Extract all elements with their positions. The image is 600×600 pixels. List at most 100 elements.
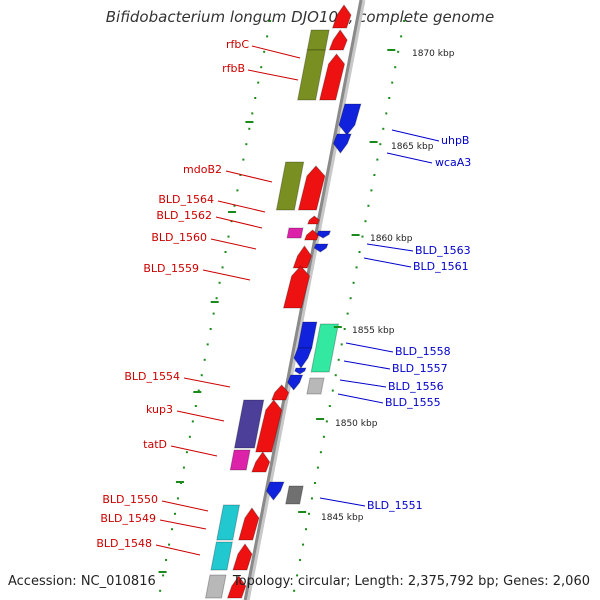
scale-label-1855: 1855 kbp (352, 326, 395, 336)
tick-dot-right (320, 451, 322, 453)
leader-wcaA3 (387, 153, 432, 163)
gene-label-BLD_1556[interactable]: BLD_1556 (388, 380, 444, 393)
tick-dot-left (177, 497, 179, 499)
gene-BLD_1557 (294, 348, 312, 368)
leader-rfbB (248, 70, 298, 80)
tick-dot-left (162, 574, 164, 576)
gene-bottom-gray (206, 575, 226, 598)
gene-mdoB2-olive (276, 162, 303, 210)
tick-dot-left (225, 251, 227, 253)
leader-rfbC (252, 46, 300, 58)
leader-tatD (171, 446, 217, 456)
tick-dot-right (394, 66, 396, 68)
gene-label-BLD_1551[interactable]: BLD_1551 (367, 499, 423, 512)
gene-BLD_1562-magenta (287, 228, 303, 238)
gene-label-BLD_1561[interactable]: BLD_1561 (413, 260, 469, 273)
leader-BLD_1555 (338, 394, 383, 403)
scale-label-1845: 1845 kbp (321, 513, 364, 523)
tick-dot-left (195, 405, 197, 407)
leader-uhpB (392, 130, 439, 141)
tick-dot-right (373, 174, 375, 176)
tick-dot-left (254, 97, 256, 99)
tick-dot-left (207, 343, 209, 345)
tick-dot-right (305, 528, 307, 530)
tick-dot-right (359, 251, 361, 253)
leader-BLD_1559 (203, 270, 250, 280)
leader-BLD_1550 (162, 501, 208, 511)
gene-tatD-magenta (230, 450, 250, 470)
gene-label-BLD_1555[interactable]: BLD_1555 (385, 396, 441, 409)
gene-top-red (333, 5, 351, 28)
tick-dot-right (403, 20, 405, 22)
gene-label-kup3[interactable]: kup3 (146, 403, 173, 416)
gene-BLD_1560 (293, 246, 311, 268)
tick-dot-right (376, 159, 378, 161)
tick-dot-right (326, 420, 328, 422)
gene-label-wcaA3[interactable]: wcaA3 (435, 156, 471, 169)
gene-BLD_1548-cyan (211, 542, 232, 570)
leader-BLD_1557 (344, 361, 390, 369)
tick-dot-left (201, 374, 203, 376)
tick-dot-left (186, 451, 188, 453)
tick-dot-right (364, 220, 366, 222)
tick-dot-left (222, 266, 224, 268)
tick-dot-right (356, 266, 358, 268)
gene-label-BLD_1562[interactable]: BLD_1562 (156, 209, 212, 222)
tick-dot-right (391, 82, 393, 84)
tick-dot-left (189, 436, 191, 438)
tick-dot-left (266, 35, 268, 37)
leader-mdoB2 (226, 171, 272, 182)
genome-summary-text: Topology: circular; Length: 2,375,792 bp… (233, 574, 590, 589)
gene-label-mdoB2[interactable]: mdoB2 (183, 163, 222, 176)
gene-BLD_1562-magenta-body (287, 228, 303, 238)
tick-dot-left (236, 189, 238, 191)
gene-label-tatD[interactable]: tatD (143, 438, 167, 451)
gene-label-BLD_1564[interactable]: BLD_1564 (158, 193, 214, 206)
gene-label-BLD_1554[interactable]: BLD_1554 (124, 370, 180, 383)
tick-dot-left (227, 236, 229, 238)
tick-dot-right (335, 374, 337, 376)
tick-dot-right (385, 112, 387, 114)
gene-label-BLD_1558[interactable]: BLD_1558 (395, 345, 451, 358)
gene-BLD_1548-red (233, 544, 252, 570)
gene-features (206, 5, 361, 598)
gene-label-BLD_1557[interactable]: BLD_1557 (392, 362, 448, 375)
gene-label-BLD_1550[interactable]: BLD_1550 (102, 493, 158, 506)
tick-dot-left (219, 282, 221, 284)
gene-bottom-gray-body (206, 575, 226, 598)
tick-dot-left (213, 313, 215, 315)
tick-dot-right (308, 513, 310, 515)
leader-BLD_1562 (216, 217, 262, 228)
gene-label-BLD_1548[interactable]: BLD_1548 (96, 537, 152, 550)
leader-BLD_1548 (156, 545, 200, 555)
tick-dot-right (397, 51, 399, 53)
tick-dot-left (165, 559, 167, 561)
tick-dot-right (338, 359, 340, 361)
scale-label-1865: 1865 kbp (391, 142, 434, 152)
leader-BLD_1560 (211, 239, 256, 249)
tick-dot-left (171, 528, 173, 530)
leader-BLD_1556 (340, 380, 386, 387)
gene-label-uhpB[interactable]: uhpB (441, 134, 469, 147)
tick-dot-left (174, 513, 176, 515)
accession-text: Accession: NC_010816 (8, 574, 156, 589)
tick-dot-left (168, 544, 170, 546)
tick-dot-left (216, 297, 218, 299)
tick-dot-right (379, 143, 381, 145)
gene-label-BLD_1549[interactable]: BLD_1549 (100, 512, 156, 525)
gene-label-BLD_1559[interactable]: BLD_1559 (143, 262, 199, 275)
tick-dot-right (311, 497, 313, 499)
gene-label-BLD_1560[interactable]: BLD_1560 (151, 231, 207, 244)
tick-dot-right (353, 282, 355, 284)
gene-label-rfbC[interactable]: rfbC (226, 38, 249, 51)
right-gene-labels: uhpB wcaA3 BLD_1563 BLD_1561 BLD_1558 BL… (367, 134, 471, 512)
tick-dot-right (361, 236, 363, 238)
tick-dot-left (210, 328, 212, 330)
leader-BLD_1561 (364, 258, 411, 267)
gene-label-rfbB[interactable]: rfbB (222, 62, 245, 75)
tick-dot-right (367, 205, 369, 207)
tick-dot-right (347, 313, 349, 315)
leader-BLD_1558 (346, 343, 393, 352)
gene-mdoB2-olive-body (276, 162, 303, 210)
gene-label-BLD_1563[interactable]: BLD_1563 (415, 244, 471, 257)
